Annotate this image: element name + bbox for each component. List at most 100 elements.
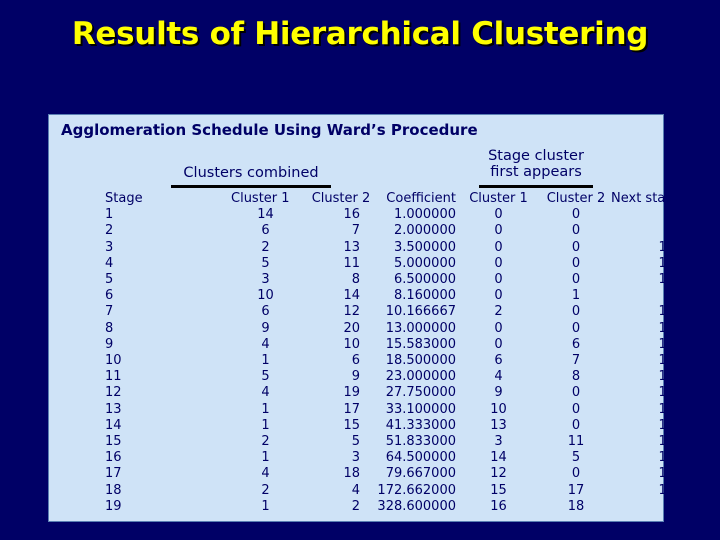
table-row: 2 6 7 2.000000 0 0 7	[49, 223, 699, 239]
stage-cell: 5	[105, 272, 114, 288]
stage-first-appears-label: Stage cluster first appears	[461, 148, 611, 180]
col-stage-cluster1: Cluster 1	[469, 191, 528, 206]
col-coefficient: Coefficient	[386, 191, 456, 206]
table-row: 15 2 5 51.833000 3 11 18	[49, 434, 699, 450]
stage-cell: 13	[105, 401, 122, 417]
cluster2-cell: 13	[343, 239, 360, 255]
next-stage-cell: 15	[658, 369, 675, 385]
stage-cluster1-cell: 0	[494, 288, 503, 304]
next-stage-cell: 10	[658, 304, 675, 320]
table-row: 8 9 20 13.000000 0 0 11	[49, 321, 699, 337]
table-row: 13 1 17 33.100000 10 0 14	[49, 402, 699, 418]
coefficient-cell: 13.000000	[385, 320, 456, 336]
coefficient-cell: 51.833000	[385, 434, 456, 450]
stage-cell: 19	[105, 498, 122, 514]
stage-cluster2-cell: 0	[571, 304, 581, 320]
stage-cluster2-cell: 5	[571, 450, 581, 466]
cluster1-cell: 4	[261, 385, 270, 401]
cluster2-cell: 20	[343, 320, 360, 336]
cluster1-cell: 10	[257, 288, 274, 304]
next-stage-cell: 0	[666, 498, 675, 514]
cluster2-cell: 19	[343, 385, 360, 401]
stage-cell: 4	[105, 255, 114, 271]
stage-cluster2-cell: 18	[567, 498, 585, 514]
cluster2-cell: 14	[343, 288, 360, 304]
clusters-combined-label: Clusters combined	[183, 165, 319, 181]
cluster2-cell: 12	[343, 304, 360, 320]
cluster2-cell: 7	[351, 223, 360, 239]
coefficient-cell: 2.000000	[393, 223, 456, 239]
stage-cluster2-cell: 0	[571, 320, 581, 336]
coefficient-cell: 64.500000	[385, 450, 456, 466]
next-stage-cell: 19	[658, 482, 675, 498]
stage-cell: 3	[105, 239, 114, 255]
stage-cell: 2	[105, 223, 114, 239]
stage-cell: 17	[105, 466, 122, 482]
coefficient-cell: 1.000000	[393, 207, 456, 223]
stage-cluster1-cell: 14	[490, 450, 507, 466]
cluster2-cell: 5	[351, 434, 360, 450]
stage-cluster1-cell: 15	[490, 482, 507, 498]
stage-cluster2-cell: 6	[571, 336, 581, 352]
stage-cell: 16	[105, 450, 122, 466]
stage-cluster2-cell: 0	[571, 417, 581, 433]
coefficient-cell: 23.000000	[385, 369, 456, 385]
coefficient-cell: 27.750000	[385, 385, 456, 401]
stage-cluster2-cell: 0	[571, 272, 581, 288]
stage-cluster1-cell: 3	[494, 434, 503, 450]
table-row: 9 4 10 15.583000 0 6 12	[49, 337, 699, 353]
stage-cluster1-cell: 0	[494, 223, 503, 239]
next-stage-cell: 12	[658, 336, 675, 352]
stage-cluster2-cell: 0	[571, 255, 581, 271]
coefficient-cell: 8.160000	[393, 288, 456, 304]
cluster2-cell: 16	[343, 207, 360, 223]
cluster1-cell: 1	[261, 417, 270, 433]
cluster1-cell: 1	[261, 450, 270, 466]
coefficient-cell: 6.500000	[393, 272, 456, 288]
cluster2-cell: 6	[351, 353, 360, 369]
stage-cluster1-cell: 9	[494, 385, 503, 401]
col-cluster2: Cluster 2	[311, 191, 371, 206]
table-row: 3 2 13 3.500000 0 0 15	[49, 240, 699, 256]
cluster1-cell: 3	[261, 272, 270, 288]
coefficient-cell: 18.500000	[385, 353, 456, 369]
coefficient-cell: 79.667000	[385, 466, 456, 482]
cluster2-cell: 15	[343, 417, 360, 433]
stage-cluster2-cell: 0	[571, 401, 581, 417]
cluster1-cell: 1	[261, 353, 270, 369]
panel-heading: Agglomeration Schedule Using Ward’s Proc…	[61, 121, 478, 139]
next-stage-cell: 11	[658, 255, 675, 271]
stage-cluster2-cell: 0	[571, 207, 581, 223]
stage-cell: 15	[105, 434, 122, 450]
table-row: 5 3 8 6.500000 0 0 16	[49, 272, 699, 288]
next-stage-cell: 19	[658, 450, 675, 466]
stage-cell: 8	[105, 320, 114, 336]
table-row: 16 1 3 64.500000 14 5 19	[49, 450, 699, 466]
stage-cell: 12	[105, 385, 122, 401]
stage-cell: 10	[105, 353, 122, 369]
cluster2-cell: 11	[343, 255, 360, 271]
stage-cluster1-cell: 12	[490, 466, 507, 482]
col-stage: Stage	[105, 191, 143, 206]
coefficient-cell: 5.000000	[393, 255, 456, 271]
col-stage-cluster2: Cluster 2	[546, 191, 606, 206]
coefficient-cell: 15.583000	[385, 336, 456, 352]
cluster2-cell: 2	[351, 498, 360, 514]
cluster2-cell: 3	[351, 450, 360, 466]
next-stage-cell: 13	[658, 353, 675, 369]
table-row: 18 2 4 172.662000 15 17 19	[49, 483, 699, 499]
col-next-stage: Next stage	[611, 191, 682, 206]
stage-cluster2-cell: 7	[571, 353, 581, 369]
cluster2-cell: 10	[343, 336, 360, 352]
next-stage-cell: 18	[658, 434, 675, 450]
stage-cell: 18	[105, 482, 122, 498]
cluster1-cell: 1	[261, 498, 270, 514]
table-row: 6 10 14 8.160000 0 1 9	[49, 288, 699, 304]
next-stage-cell: 18	[658, 466, 675, 482]
cluster2-cell: 18	[343, 466, 360, 482]
stage-cluster2-cell: 0	[571, 385, 581, 401]
table-row: 17 4 18 79.667000 12 0 18	[49, 466, 699, 482]
coefficient-cell: 10.166667	[385, 304, 456, 320]
cluster2-cell: 17	[343, 401, 360, 417]
cluster1-cell: 1	[261, 401, 270, 417]
